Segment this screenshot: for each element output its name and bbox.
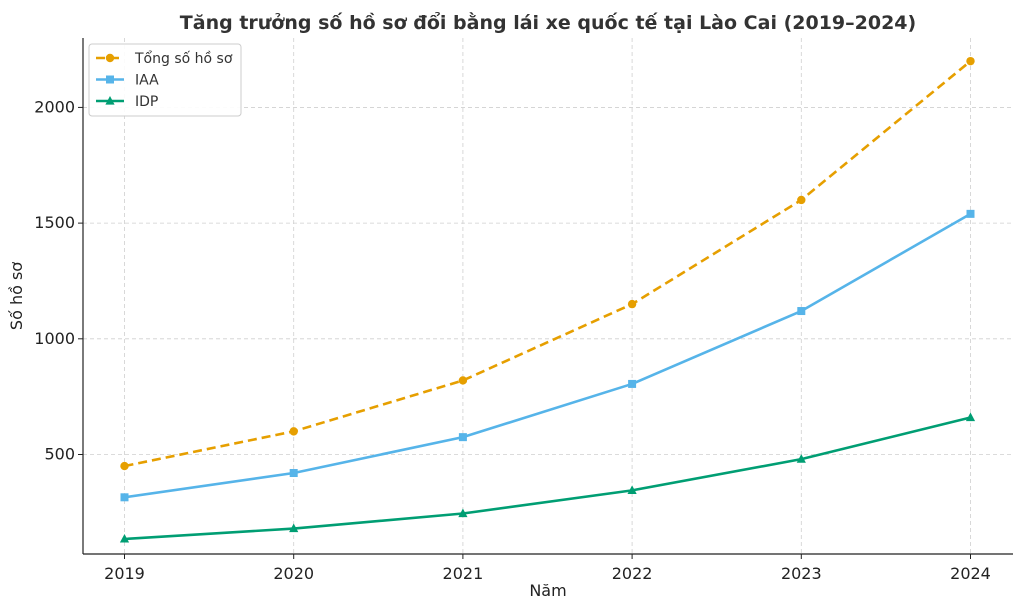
x-tick-label: 2020	[273, 564, 314, 583]
series-2	[119, 412, 976, 543]
series-0-point	[289, 427, 298, 436]
series-1-point	[120, 493, 129, 502]
series-layer	[119, 56, 976, 543]
series-1-point	[458, 433, 467, 442]
series-2-point	[627, 485, 637, 494]
legend-marker	[105, 96, 115, 105]
legend-marker	[105, 53, 115, 63]
series-2-point	[289, 523, 299, 533]
x-tick-label: 2024	[950, 564, 991, 583]
legend-item: IAA	[96, 73, 159, 89]
series-2-point	[965, 412, 976, 422]
series-0-point	[966, 56, 975, 66]
series-0-point	[797, 195, 806, 205]
series-0-point	[120, 461, 129, 471]
chart-title: Tăng trưởng số hồ sơ đổi bằng lái xe quố…	[180, 11, 916, 34]
series-1-point	[628, 379, 637, 388]
legend-label: Tổng số hồ sơ	[134, 50, 233, 67]
series-1-point	[797, 307, 806, 316]
y-tick-label: 1500	[34, 213, 75, 232]
y-tick-label: 500	[44, 445, 75, 464]
series-1	[120, 209, 975, 502]
series-2-point	[458, 508, 468, 518]
series-1-line	[124, 212, 972, 499]
legend-label: IDP	[135, 94, 158, 110]
series-0-point	[627, 299, 637, 309]
legend-item: IDP	[96, 94, 158, 110]
series-2-line	[124, 416, 971, 541]
x-tick-label: 2023	[781, 564, 822, 583]
legend-label: IAA	[135, 73, 159, 89]
legend-item: Tổng số hồ sơ	[96, 50, 233, 67]
axes: 2019 2020 2021 2022 2023 2024 500 1000 1500 2000	[34, 38, 1013, 583]
x-axis-label: Năm	[529, 581, 566, 600]
x-tick-label: 2021	[443, 564, 484, 583]
x-tick-label: 2019	[104, 564, 145, 583]
y-tick-label: 2000	[34, 97, 75, 116]
y-tick-label: 1000	[34, 329, 75, 348]
series-0	[120, 56, 975, 471]
series-2-point	[796, 454, 806, 463]
x-tick-label: 2022	[612, 564, 653, 583]
legend-marker	[106, 75, 114, 84]
series-0-line	[124, 60, 972, 468]
y-axis-label: Số hồ sơ	[7, 262, 26, 330]
legend: Tổng số hồ sơ IAA IDP	[88, 43, 242, 117]
series-1-point	[966, 209, 975, 218]
legend-box	[88, 43, 242, 117]
series-2-point	[119, 533, 130, 543]
series-0-point	[458, 376, 468, 385]
series-1-point	[289, 469, 298, 478]
